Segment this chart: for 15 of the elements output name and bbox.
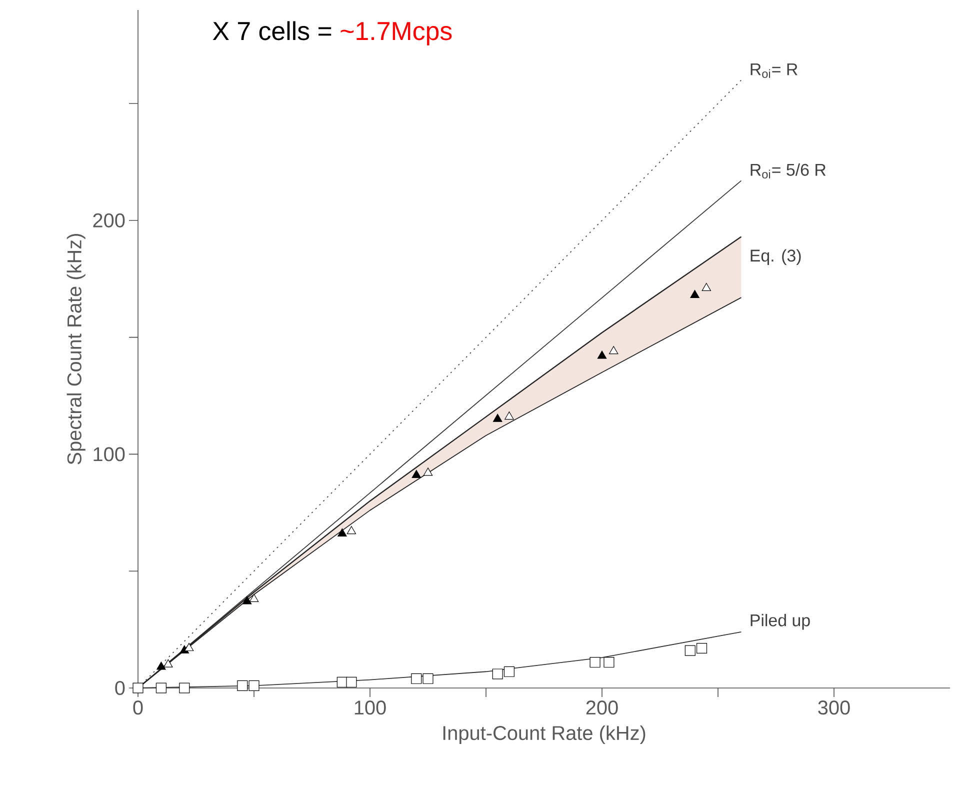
x-tick-label: 300: [818, 700, 850, 715]
y-tick-label: 0: [115, 680, 125, 696]
series-label: R$_{oi}$= R: [750, 64, 798, 78]
annotation: X 7 cells =: [212, 21, 332, 40]
x-tick-label: 0: [133, 700, 143, 715]
x-tick-label: 200: [586, 700, 618, 715]
series-label: Eq. (3): [750, 249, 801, 265]
series-label: R$_{oi}$= 5/6 R: [750, 163, 826, 178]
y-tick-label: 200: [93, 213, 125, 228]
x-tick-label: 100: [354, 700, 386, 715]
y-axis-title: Spectral Count Rate (kHz): [66, 234, 86, 464]
x-axis-title: Input-Count Rate (kHz): [443, 725, 646, 744]
series-label: Piled up: [750, 614, 810, 630]
annotation: ~1.7Mcps: [340, 22, 452, 46]
y-tick-label: 100: [94, 447, 125, 462]
